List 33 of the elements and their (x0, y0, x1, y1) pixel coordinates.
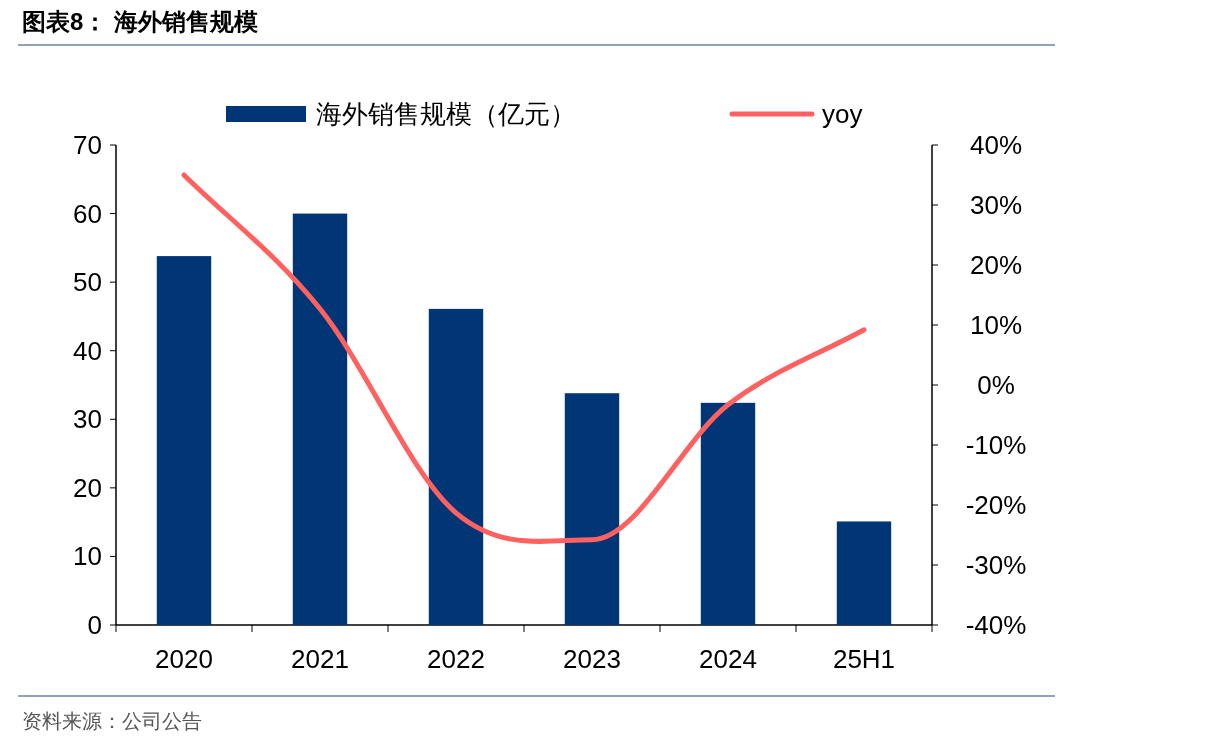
x-tick-label: 2023 (563, 644, 621, 674)
bar (292, 213, 348, 625)
legend-label: yoy (822, 99, 863, 129)
x-tick-label: 25H1 (832, 644, 896, 674)
x-tick-label: 2021 (291, 644, 349, 674)
y2-tick-label: -20% (965, 490, 1027, 520)
y2-tick-label: 10% (969, 310, 1023, 340)
y-tick-label: 50 (73, 267, 102, 298)
bar (428, 308, 484, 625)
x-tick-label: 2022 (427, 644, 485, 674)
y2-tick-label: 0% (977, 370, 1015, 400)
y-tick-label: 70 (73, 130, 102, 160)
bar (836, 521, 892, 625)
bar (700, 402, 756, 625)
chart-title: 图表8： 海外销售规模 (22, 8, 259, 35)
x-tick-label: 2020 (155, 644, 213, 674)
bar (156, 256, 212, 625)
y2-tick-label: -40% (965, 610, 1027, 640)
y2-tick-label: 30% (969, 190, 1023, 220)
y2-tick-label: -30% (965, 550, 1027, 580)
legend-label: 海外销售规模（亿元） (316, 99, 576, 129)
y-tick-label: 20 (73, 472, 102, 503)
y-tick-label: 60 (73, 198, 102, 229)
text: 资料来源：公司公告 (22, 710, 202, 732)
y2-tick-label: 20% (969, 250, 1023, 280)
y2-tick-label: 40% (969, 130, 1023, 160)
bar (564, 393, 620, 625)
y-tick-label: 0 (87, 610, 102, 640)
y-tick-label: 30 (73, 404, 102, 435)
y-tick-label: 40 (73, 335, 102, 366)
x-tick-label: 2024 (699, 644, 757, 674)
y-tick-label: 10 (73, 541, 102, 572)
y2-tick-label: -10% (965, 430, 1027, 460)
